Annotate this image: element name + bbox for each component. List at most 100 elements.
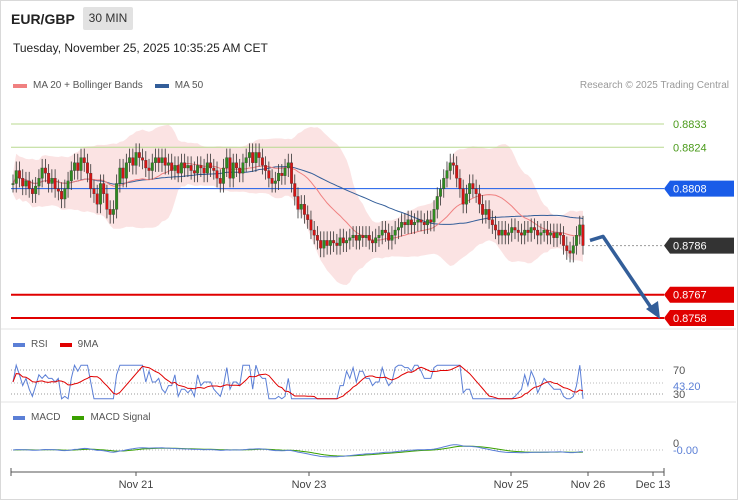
candle-body [205, 162, 209, 174]
candle-body [341, 237, 345, 244]
candle-body [254, 152, 258, 163]
candle-body [157, 157, 161, 163]
timeframe-badge[interactable]: 30 MIN [83, 7, 133, 30]
macd-legend: MACD MACD Signal [13, 412, 162, 423]
level-tag-0.8808 [664, 180, 734, 197]
candle-body [400, 222, 404, 228]
rsi-current-label: 43.20 [673, 381, 701, 393]
candle-body [238, 167, 242, 174]
candle-body [516, 229, 520, 233]
level-label-0.8786: 0.8786 [673, 241, 707, 253]
candle-body [503, 229, 507, 236]
candle-body [380, 229, 384, 236]
candle-body [137, 152, 141, 158]
candle-body [209, 162, 213, 169]
candle-body [296, 196, 300, 210]
projection-arrow [589, 234, 654, 310]
level-label-0.8833: 0.8833 [673, 119, 707, 131]
candle-body [520, 232, 523, 236]
candle-body [578, 224, 582, 236]
candle-body [150, 162, 154, 171]
level-tag-0.8767 [664, 286, 734, 303]
copyright-credit: Research © 2025 Trading Central [579, 80, 729, 91]
candle-body [529, 227, 533, 233]
x-tick-label: Nov 21 [119, 479, 154, 491]
candle-body [260, 157, 264, 166]
candle-body [383, 229, 387, 233]
candle-body [270, 178, 274, 184]
macd-line [12, 444, 584, 458]
candle-body [387, 232, 391, 241]
macd-signal-swatch [72, 415, 85, 420]
candle-body [111, 209, 115, 215]
candle-body [293, 183, 297, 197]
legend-9ma: 9MA [59, 339, 98, 350]
macd-current-label: -0.00 [673, 445, 698, 457]
candle-body [464, 193, 468, 205]
candle-body [309, 219, 313, 231]
candle-body [442, 178, 446, 189]
candle-body [312, 229, 316, 236]
candle-body [163, 157, 167, 166]
candle-body [50, 178, 54, 184]
candle-body [419, 219, 423, 223]
candle-body [539, 232, 543, 236]
candle-body [18, 170, 21, 179]
candle-body [267, 170, 271, 179]
candle-body [160, 157, 164, 163]
candle-body [199, 165, 203, 169]
candle-body [448, 162, 452, 171]
candle-body [202, 167, 206, 174]
rsi-swatch [13, 342, 25, 347]
candle-body [183, 162, 187, 169]
candle-body [118, 167, 122, 184]
candle-body [338, 237, 342, 246]
candle-body [458, 178, 462, 189]
x-tick-label: Nov 23 [292, 479, 327, 491]
candle-body [144, 160, 148, 169]
candle-body [228, 157, 232, 179]
candle-body [487, 209, 491, 220]
candle-body [95, 193, 99, 205]
candle-body [364, 235, 368, 238]
projection-arrow-head [646, 301, 660, 319]
candle-body [244, 157, 248, 163]
level-tag-0.8786 [664, 237, 734, 254]
candle-body [53, 178, 57, 189]
candle-body [371, 240, 374, 244]
candle-body [526, 229, 530, 233]
candle-body [147, 167, 151, 171]
candle-body [235, 162, 238, 169]
candle-body [481, 204, 485, 215]
candle-body [490, 219, 494, 226]
candle-body [69, 170, 73, 182]
candle-body [507, 232, 510, 236]
candle-body [468, 183, 472, 194]
candle-body [319, 240, 323, 249]
ma20-swatch [13, 83, 27, 88]
candle-body [555, 232, 559, 238]
candle-body [325, 240, 329, 246]
candle-body [186, 165, 190, 169]
legend-ma20: MA 20 + Bollinger Bands [13, 80, 143, 91]
candle-body [558, 232, 562, 236]
candle-body [426, 219, 429, 226]
candle-body [170, 162, 174, 171]
candle-body [247, 152, 251, 158]
level-label-0.8767: 0.8767 [673, 290, 707, 302]
level-label-0.8758: 0.8758 [673, 313, 707, 325]
9ma-swatch [59, 342, 72, 347]
candle-body [241, 162, 245, 174]
ma50-swatch [154, 83, 169, 88]
legend-macd-signal: MACD Signal [72, 412, 150, 423]
candle-body [500, 229, 504, 236]
candle-body [218, 178, 222, 184]
candle-body [264, 165, 268, 171]
candle-body [396, 227, 400, 231]
candle-body [273, 180, 277, 184]
candle-body [536, 229, 540, 236]
candle-body [575, 235, 578, 246]
candle-body [435, 196, 439, 210]
candle-body [215, 170, 219, 179]
